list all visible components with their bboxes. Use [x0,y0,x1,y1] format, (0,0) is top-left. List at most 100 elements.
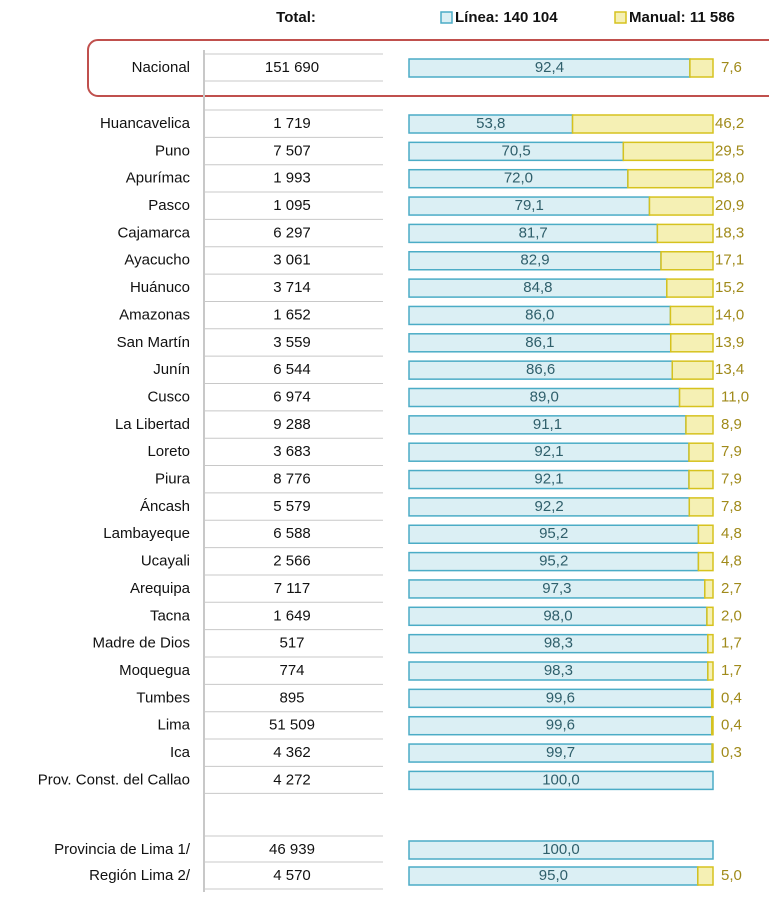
legend-label: Manual: 11 586 [629,9,735,26]
bar-label: 98,3 [544,662,573,679]
bar-label: 92,1 [534,471,563,488]
total-value: 6 588 [273,525,311,542]
total-value: 517 [279,635,304,652]
bar-label: 91,1 [533,416,562,433]
bar-label: 95,0 [539,867,568,884]
bar-segment [697,551,714,572]
bar-label: 11,0 [721,388,749,405]
row-label: Cusco [147,388,190,405]
row-label: La Libertad [115,416,190,433]
total-value: 6 974 [273,388,311,405]
total-value: 3 714 [273,279,311,296]
total-value: 3 061 [273,252,311,269]
bar-label: 28,0 [715,170,744,187]
bar-label: 84,8 [523,279,552,296]
bar-segment [666,278,714,298]
total-value: 1 652 [273,306,311,323]
bar-label: 92,2 [535,498,564,515]
bar-label: 2,0 [721,607,742,624]
bar-label: 99,6 [546,689,575,706]
total-value: 1 095 [273,197,311,214]
row-label: Arequipa [130,580,191,597]
bar-label: 70,5 [502,142,531,159]
legend-swatch [614,11,627,24]
bar-segment [697,866,714,886]
row-label: Prov. Const. del Callao [38,771,190,788]
row-label: Huancavelica [100,115,191,132]
row-label: Tumbes [136,689,190,706]
total-value: 4 362 [273,744,311,761]
bar-label: 46,2 [715,115,744,132]
row-label: Piura [155,471,191,488]
row-label: Ucayali [141,553,190,570]
row-label: Ica [170,744,191,761]
bar-label: 95,2 [539,553,568,570]
row-label: Moquegua [119,662,191,679]
bar-label: 13,4 [715,361,744,378]
bar-segment [711,688,714,709]
bar-segment [711,743,714,763]
total-value: 7 507 [273,142,311,159]
bar-label: 5,0 [721,867,742,884]
bar-label: 1,7 [721,662,742,679]
bar-label: 4,8 [721,553,742,570]
legend-label: Línea: 140 104 [455,9,558,26]
bar-segment [660,251,714,271]
bar-label: 0,4 [721,717,742,734]
bar-label: 100,0 [542,841,580,858]
bar-segment [688,469,714,490]
row-label: Tacna [150,607,191,624]
bar-segment [669,305,714,326]
total-value: 895 [279,689,304,706]
highlight-frame [87,39,769,97]
bar-segment [678,387,714,408]
row-label: Huánuco [130,279,190,296]
bar-segment [622,141,714,162]
bar-segment [697,524,714,544]
row-label: Amazonas [119,306,190,323]
bar-segment [408,770,714,791]
bar-label: 99,7 [546,744,575,761]
bar-label: 81,7 [519,224,548,241]
bar-label: 18,3 [715,224,744,241]
bar-label: 7,9 [721,471,742,488]
row-label: Nacional [132,59,190,76]
bar-segment [571,114,714,134]
bar-label: 7,9 [721,443,742,460]
row-label: Junín [153,361,190,378]
bar-segment [656,223,714,244]
bar-label: 1,7 [721,635,742,652]
row-label: Apurímac [126,170,191,187]
bar-label: 4,8 [721,525,742,542]
total-header: Total: [276,9,316,26]
bar-label: 2,7 [721,580,742,597]
legend-swatch [440,11,453,24]
bar-segment [648,196,714,216]
bar-segment [685,415,714,435]
total-value: 6 297 [273,224,311,241]
bar-label: 98,0 [543,607,572,624]
bar-label: 72,0 [504,170,533,187]
row-label: Provincia de Lima 1/ [54,841,191,858]
total-value: 151 690 [265,59,319,76]
bar-label: 89,0 [530,388,559,405]
total-value: 5 579 [273,498,311,515]
total-value: 4 570 [273,867,311,884]
bar-segment [688,442,714,462]
row-label: Ayacucho [124,252,190,269]
total-value: 9 288 [273,416,311,433]
total-value: 1 993 [273,170,311,187]
row-label: Lambayeque [103,525,190,542]
row-label: Región Lima 2/ [89,867,191,884]
bar-segment [627,168,714,189]
total-value: 1 649 [273,607,311,624]
row-label: Cajamarca [117,224,190,241]
row-label: Áncash [140,498,190,515]
bar-label: 100,0 [542,771,580,788]
bar-segment [707,661,714,681]
bar-label: 7,6 [721,59,742,76]
total-value: 3 683 [273,443,311,460]
bar-label: 0,4 [721,689,742,706]
